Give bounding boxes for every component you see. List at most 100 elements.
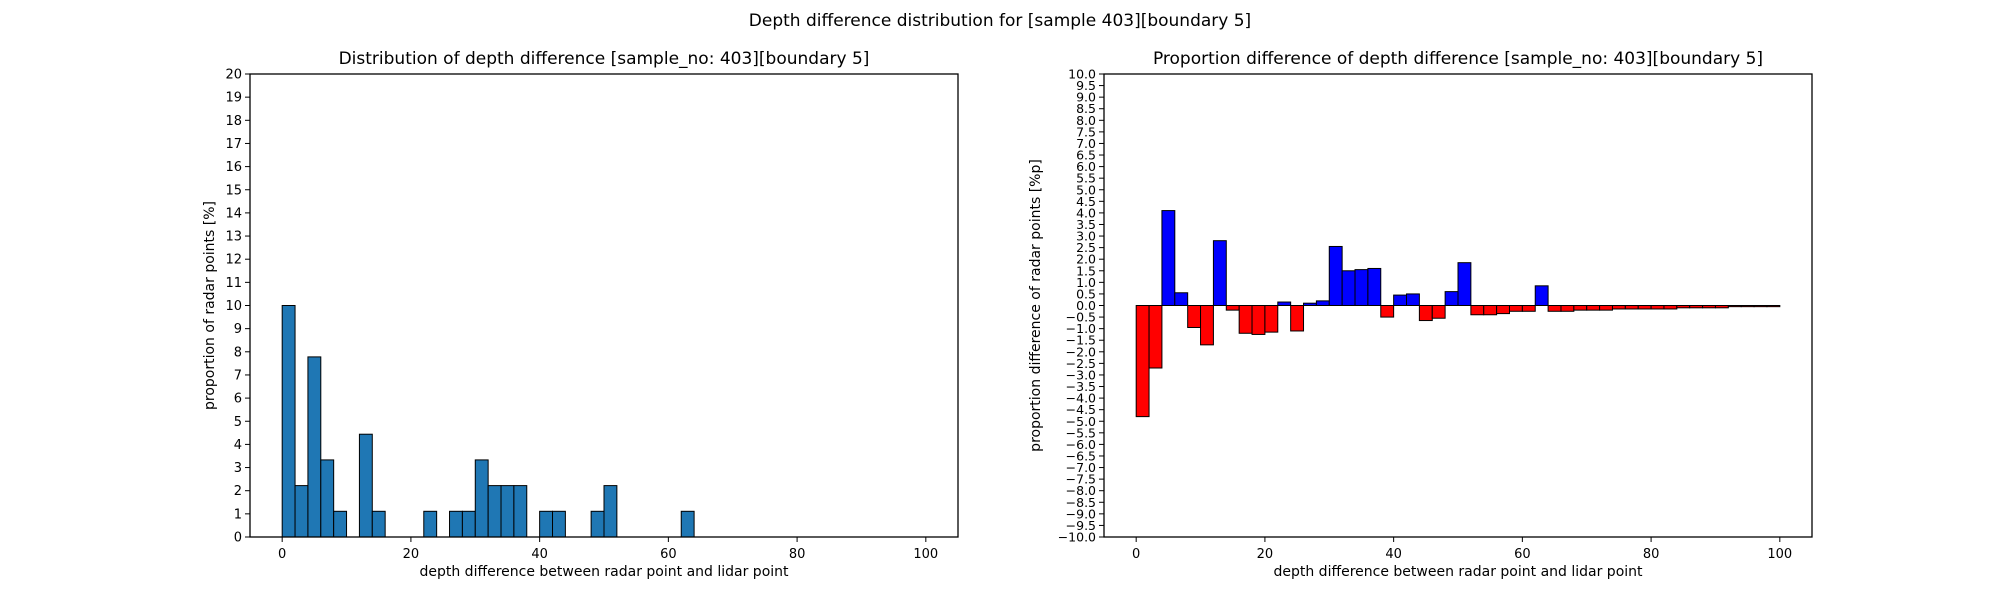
right-chart-bar bbox=[1457, 262, 1472, 306]
left-chart-y-tick-label: 2 bbox=[234, 484, 242, 499]
right-chart-y-tick-label: 3.0 bbox=[1076, 229, 1096, 244]
left-chart-x-ticks: 0 20 40 60 80 100 bbox=[278, 537, 938, 562]
left-chart-bar bbox=[590, 510, 605, 538]
right-chart-bar bbox=[1148, 305, 1163, 369]
right-chart-y-tick-label: −7.0 bbox=[1066, 460, 1096, 475]
left-chart-bars bbox=[281, 305, 695, 538]
right-chart-bar bbox=[1303, 302, 1317, 306]
left-chart: Distribution of depth difference [sample… bbox=[202, 49, 959, 580]
right-chart-bar bbox=[1406, 293, 1420, 306]
left-chart-bar bbox=[539, 510, 554, 538]
right-chart-y-tick-label: 4.5 bbox=[1076, 194, 1096, 209]
left-chart-x-tick-label: 40 bbox=[531, 547, 548, 562]
right-chart-bar bbox=[1341, 270, 1356, 306]
right-chart-y-tick-label: 9.0 bbox=[1076, 90, 1096, 105]
right-chart-y-tick-label: −4.0 bbox=[1066, 391, 1096, 406]
left-chart-y-tick-label: 19 bbox=[225, 91, 242, 106]
right-chart-bar bbox=[1393, 294, 1408, 306]
left-chart-bar bbox=[461, 510, 476, 538]
left-chart-y-tick-label: 20 bbox=[225, 68, 242, 83]
left-chart-y-tick-label: 8 bbox=[234, 345, 242, 360]
right-chart-y-tick-label: −1.0 bbox=[1066, 321, 1096, 336]
right-chart-y-tick-label: 6.0 bbox=[1076, 159, 1096, 174]
right-chart-y-tick-label: 8.5 bbox=[1076, 101, 1096, 116]
right-chart-bar bbox=[1534, 285, 1549, 307]
left-chart-bar bbox=[603, 485, 618, 538]
left-chart-y-tick-label: 3 bbox=[234, 461, 242, 476]
right-chart-bar bbox=[1689, 305, 1704, 309]
right-chart-frame bbox=[1103, 73, 1813, 538]
right-chart-bar bbox=[1753, 305, 1768, 308]
right-chart-bar bbox=[1187, 305, 1202, 328]
right-chart-y-tick-label: 4.0 bbox=[1076, 205, 1096, 220]
right-chart-y-tick-label: −9.0 bbox=[1066, 506, 1096, 521]
left-chart-bar bbox=[500, 485, 515, 538]
right-chart-bar bbox=[1676, 305, 1691, 309]
left-chart-x-tick-label: 20 bbox=[403, 547, 420, 562]
left-chart-y-tick-label: 15 bbox=[225, 183, 242, 198]
right-chart-bar bbox=[1740, 305, 1755, 308]
right-chart-bar bbox=[1766, 305, 1781, 308]
right-chart-x-label: depth difference between radar point and… bbox=[1273, 564, 1643, 580]
right-chart-bar bbox=[1225, 305, 1240, 311]
right-chart-y-tick-label: −8.0 bbox=[1066, 483, 1096, 498]
left-chart-y-tick-label: 16 bbox=[225, 160, 242, 175]
right-chart-y-tick-label: 10.0 bbox=[1068, 67, 1096, 82]
right-chart-bar bbox=[1238, 305, 1253, 334]
right-chart-bar bbox=[1611, 305, 1626, 310]
left-chart-x-tick-label: 0 bbox=[278, 547, 286, 562]
left-chart-y-tick-label: 1 bbox=[234, 507, 242, 522]
right-chart-y-tick-label: −3.0 bbox=[1066, 367, 1096, 382]
right-chart-bar bbox=[1521, 305, 1536, 312]
right-chart-y-tick-label: 2.0 bbox=[1076, 252, 1096, 267]
right-chart-bar bbox=[1547, 305, 1562, 312]
right-chart-bar bbox=[1650, 305, 1665, 310]
right-chart-y-tick-label: −2.5 bbox=[1066, 356, 1096, 371]
left-chart-bar bbox=[333, 510, 348, 538]
right-chart-bar bbox=[1496, 305, 1510, 315]
right-chart-y-tick-label: 0.0 bbox=[1076, 298, 1096, 313]
right-chart-bar bbox=[1354, 269, 1369, 306]
right-chart-y-tick-label: 9.5 bbox=[1076, 78, 1096, 93]
right-chart-y-tick-label: 2.5 bbox=[1076, 240, 1096, 255]
left-chart-bar bbox=[449, 510, 463, 538]
right-chart-bar bbox=[1174, 292, 1189, 306]
left-chart-y-tick-label: 18 bbox=[225, 114, 242, 129]
right-chart-bar bbox=[1599, 305, 1613, 311]
left-chart-title: Distribution of depth difference [sample… bbox=[339, 49, 870, 69]
right-chart-y-tick-label: −9.5 bbox=[1066, 518, 1096, 533]
left-chart-y-label: proportion of radar points [%] bbox=[202, 201, 218, 410]
right-chart-y-tick-label: 3.5 bbox=[1076, 217, 1096, 232]
right-chart-y-tick-label: 6.5 bbox=[1076, 148, 1096, 163]
left-chart-bar bbox=[281, 305, 296, 538]
left-chart-y-tick-label: 12 bbox=[225, 253, 242, 268]
right-chart-y-ticks: −10.0−9.5−9.0−8.5−8.0−7.5−7.0−6.5−6.0−5.… bbox=[1058, 67, 1104, 545]
right-chart-y-tick-label: −6.0 bbox=[1066, 437, 1096, 452]
right-chart-bar bbox=[1560, 305, 1575, 312]
right-chart-x-tick-label: 40 bbox=[1385, 547, 1402, 562]
right-chart-y-tick-label: 5.5 bbox=[1076, 171, 1096, 186]
right-chart-title: Proportion difference of depth differenc… bbox=[1153, 49, 1763, 69]
left-chart-frame bbox=[249, 73, 959, 538]
right-chart-bar bbox=[1290, 305, 1305, 332]
right-chart-bar bbox=[1380, 305, 1395, 318]
right-chart-y-tick-label: −10.0 bbox=[1058, 530, 1096, 545]
right-chart-bar bbox=[1277, 301, 1292, 306]
left-chart-bar bbox=[423, 510, 438, 538]
right-chart-bar bbox=[1663, 305, 1678, 310]
left-chart-y-tick-label: 9 bbox=[234, 322, 242, 337]
left-chart-y-tick-label: 17 bbox=[225, 137, 242, 152]
right-chart-y-tick-label: −5.0 bbox=[1066, 414, 1096, 429]
right-chart-bar bbox=[1483, 305, 1498, 316]
right-chart-bar bbox=[1418, 305, 1433, 322]
right-chart-y-tick-label: 1.0 bbox=[1076, 275, 1096, 290]
right-chart-bar bbox=[1135, 305, 1150, 418]
right-chart-bar bbox=[1714, 305, 1729, 309]
right-chart-y-tick-label: −0.5 bbox=[1066, 310, 1096, 325]
right-chart-x-tick-label: 60 bbox=[1514, 547, 1531, 562]
left-chart-y-tick-label: 5 bbox=[234, 415, 242, 430]
right-chart-bar bbox=[1586, 305, 1601, 311]
right-chart-bar bbox=[1624, 305, 1639, 310]
